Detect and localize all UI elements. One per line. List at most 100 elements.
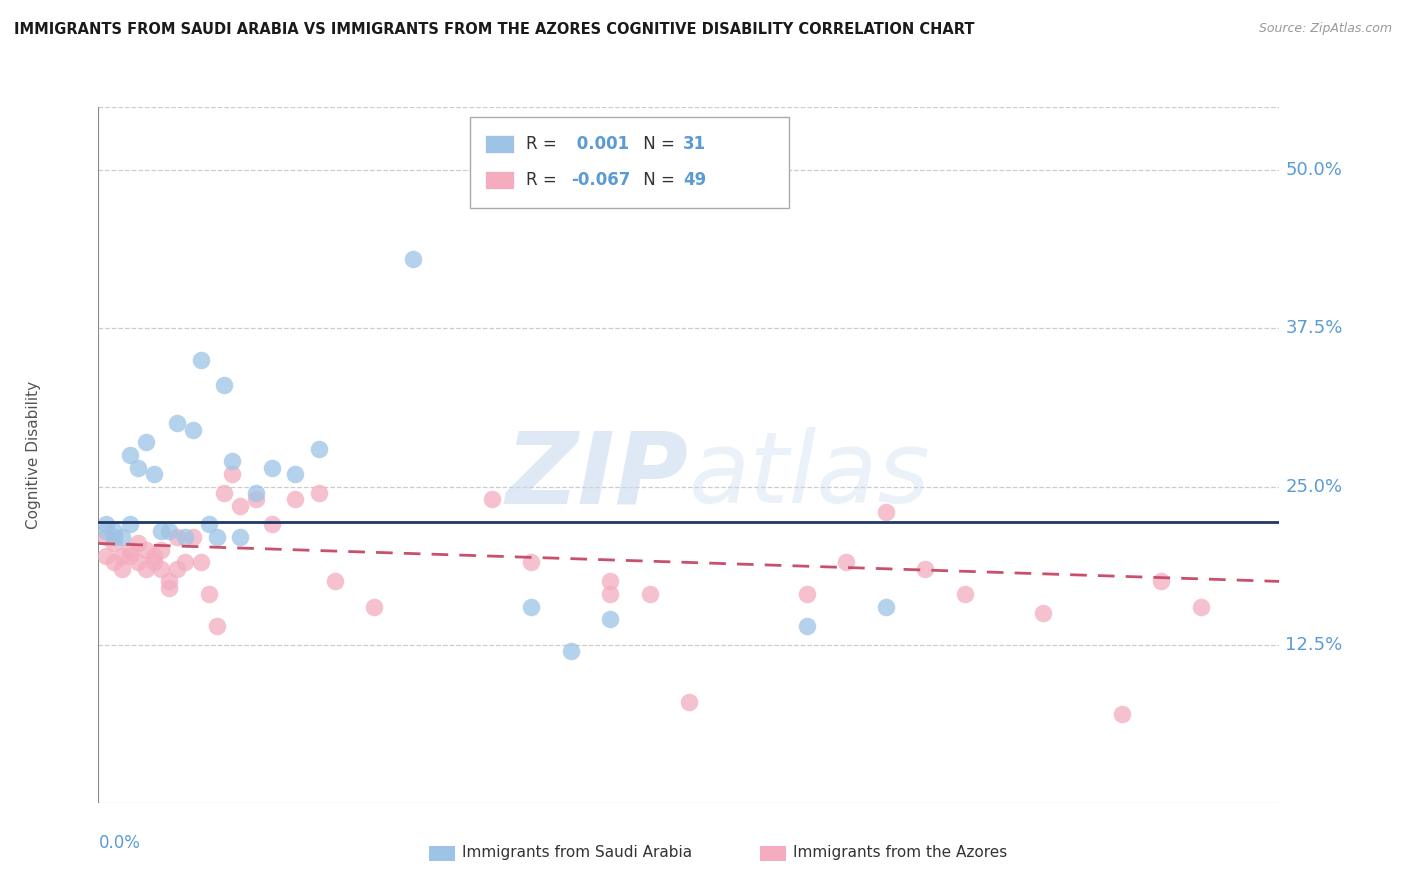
Bar (429, 846, 456, 862)
Point (875, 505, 897, 519)
Point (174, 530, 197, 544)
Text: N =: N = (638, 171, 681, 189)
Point (875, 599, 897, 614)
Point (135, 435, 157, 450)
Point (103, 530, 125, 544)
Point (245, 486, 267, 500)
Text: Source: ZipAtlas.com: Source: ZipAtlas.com (1258, 22, 1392, 36)
Text: 0.0%: 0.0% (98, 834, 141, 852)
Point (190, 353, 212, 368)
Point (111, 562, 134, 576)
Point (914, 562, 936, 576)
Point (197, 587, 219, 601)
Bar (485, 136, 515, 153)
Text: 12.5%: 12.5% (1285, 636, 1343, 654)
Point (103, 524, 125, 538)
Point (150, 542, 173, 557)
Point (796, 587, 818, 601)
Point (127, 460, 149, 475)
Point (214, 486, 236, 500)
Point (166, 417, 188, 431)
Point (181, 530, 204, 544)
Point (214, 378, 236, 392)
Point (205, 530, 228, 544)
Point (118, 448, 141, 462)
Text: 0.001: 0.001 (571, 135, 628, 153)
Point (953, 587, 976, 601)
Bar (759, 846, 786, 862)
Point (1111, 707, 1133, 722)
Point (308, 486, 330, 500)
Text: Immigrants from the Azores: Immigrants from the Azores (793, 846, 1007, 861)
Point (520, 556, 543, 570)
Text: R =: R = (526, 171, 562, 189)
Point (1189, 599, 1212, 614)
Point (323, 574, 346, 589)
Text: ZIP: ZIP (506, 427, 689, 524)
Point (599, 574, 621, 589)
Point (96, 549, 118, 563)
Point (197, 517, 219, 532)
Point (229, 530, 252, 544)
Point (308, 442, 330, 456)
FancyBboxPatch shape (471, 118, 789, 208)
Text: atlas: atlas (689, 427, 931, 524)
Point (221, 467, 243, 481)
Point (142, 556, 165, 570)
Point (181, 423, 204, 437)
Point (135, 542, 157, 557)
Point (481, 492, 503, 507)
Text: 25.0%: 25.0% (1285, 477, 1343, 496)
Point (835, 556, 858, 570)
Point (260, 517, 283, 532)
Point (127, 536, 149, 550)
Point (402, 252, 425, 266)
Point (1150, 574, 1173, 589)
Point (111, 530, 134, 544)
Point (96, 530, 118, 544)
Point (96, 517, 118, 532)
Point (560, 644, 582, 658)
Text: 37.5%: 37.5% (1285, 319, 1343, 337)
Point (142, 549, 165, 563)
Point (796, 618, 818, 632)
Point (157, 581, 180, 595)
Point (166, 562, 188, 576)
Point (157, 524, 180, 538)
Point (111, 549, 134, 563)
Text: N =: N = (638, 135, 681, 153)
Point (638, 587, 661, 601)
Point (142, 467, 165, 481)
Point (520, 599, 543, 614)
Point (157, 574, 180, 589)
Text: 49: 49 (683, 171, 706, 189)
Text: 50.0%: 50.0% (1285, 161, 1343, 179)
Point (150, 524, 173, 538)
Point (190, 556, 212, 570)
Point (245, 492, 267, 507)
Point (599, 612, 621, 626)
Point (678, 695, 700, 709)
Point (260, 460, 283, 475)
Point (229, 499, 252, 513)
Point (284, 492, 307, 507)
Point (103, 536, 125, 550)
Point (174, 556, 197, 570)
Text: -0.067: -0.067 (571, 171, 630, 189)
Bar (485, 171, 515, 189)
Point (1032, 606, 1054, 620)
Point (363, 599, 385, 614)
Text: Immigrants from Saudi Arabia: Immigrants from Saudi Arabia (463, 846, 692, 861)
Text: IMMIGRANTS FROM SAUDI ARABIA VS IMMIGRANTS FROM THE AZORES COGNITIVE DISABILITY : IMMIGRANTS FROM SAUDI ARABIA VS IMMIGRAN… (14, 22, 974, 37)
Point (284, 467, 307, 481)
Point (127, 556, 149, 570)
Point (118, 549, 141, 563)
Point (118, 517, 141, 532)
Text: R =: R = (526, 135, 562, 153)
Point (118, 542, 141, 557)
Point (103, 556, 125, 570)
Point (599, 587, 621, 601)
Text: Cognitive Disability: Cognitive Disability (25, 381, 41, 529)
Point (221, 454, 243, 468)
Point (150, 562, 173, 576)
